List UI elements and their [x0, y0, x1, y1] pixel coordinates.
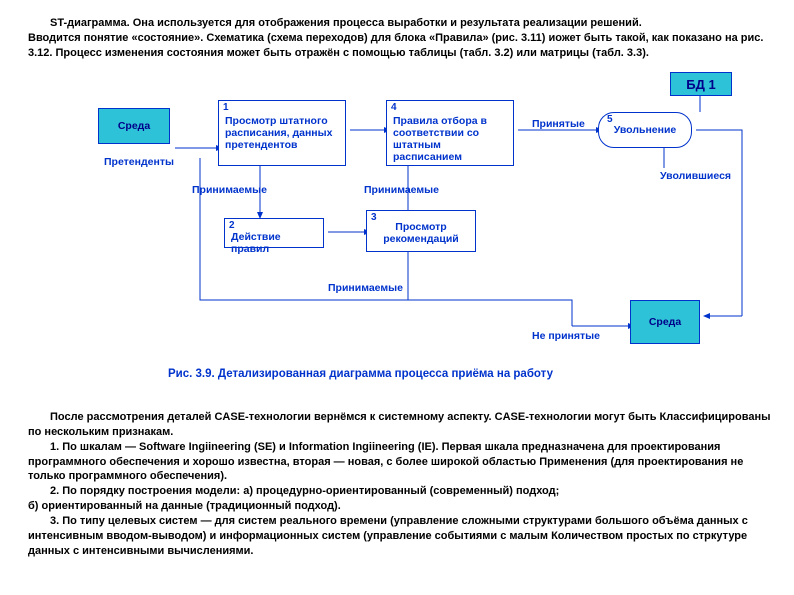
sreda2-label: Среда [649, 316, 681, 328]
pretendenty-label: Претенденты [104, 156, 174, 168]
box5-text: Увольнение [614, 124, 677, 136]
bottom-p1: После рассмотрения деталей CASE-технолог… [28, 411, 771, 438]
box1-text: Просмотр штатного расписания, данных пре… [225, 115, 339, 151]
process-box-3: 3 Просмотр рекомендаций [366, 210, 476, 252]
document-page: ST-диаграмма. Она используется для отобр… [0, 0, 794, 595]
bottom-p3: 2. По порядку построения модели: а) проц… [50, 485, 559, 497]
sreda-label: Среда [118, 120, 150, 132]
intro-line-2: Вводится понятие «состояние». Схематика … [28, 32, 763, 59]
process-box-4: 4 Правила отбора в соответствии со штатн… [386, 100, 514, 166]
prinimaemye2-label: Принимаемые [364, 184, 439, 196]
box5-number: 5 [607, 114, 613, 125]
box4-number: 4 [391, 102, 397, 113]
prinimaemye3-label: Принимаемые [328, 282, 403, 294]
figure-caption: Рис. 3.9. Детализированная диаграмма про… [168, 368, 553, 380]
intro-text: ST-диаграмма. Она используется для отобр… [28, 16, 776, 61]
box4-text: Правила отбора в соответствии со штатным… [393, 115, 507, 163]
sreda-box: Среда [98, 108, 170, 144]
st-diagram: БД 1 Среда Претенденты 1 Просмотр штатно… [28, 90, 776, 400]
box2-text: Действие правил [231, 231, 317, 255]
bottom-p5: 3. По типу целевых систем — для систем р… [28, 515, 748, 557]
box3-number: 3 [371, 212, 377, 223]
sreda2-box: Среда [630, 300, 700, 344]
bottom-p2: 1. По шкалам — Software Ingiineering (SE… [28, 441, 743, 483]
box2-number: 2 [229, 220, 235, 231]
box1-number: 1 [223, 102, 229, 113]
process-box-5: 5 Увольнение [598, 112, 692, 148]
uvolishiesya-label: Уволившиеся [660, 170, 731, 182]
process-box-1: 1 Просмотр штатного расписания, данных п… [218, 100, 346, 166]
intro-line-1: ST-диаграмма. Она используется для отобр… [50, 17, 642, 29]
prinimaemye1-label: Принимаемые [192, 184, 267, 196]
bottom-text: После рассмотрения деталей CASE-технолог… [28, 410, 776, 558]
prinyatye-label: Принятые [532, 118, 585, 130]
bd1-label: БД 1 [686, 77, 715, 92]
process-box-2: 2 Действие правил [224, 218, 324, 248]
bd1-box: БД 1 [670, 72, 732, 96]
bottom-p4: б) ориентированный на данные (традиционн… [28, 500, 341, 512]
neprinyatye-label: Не принятые [532, 330, 600, 342]
box3-text: Просмотр рекомендаций [373, 221, 469, 245]
